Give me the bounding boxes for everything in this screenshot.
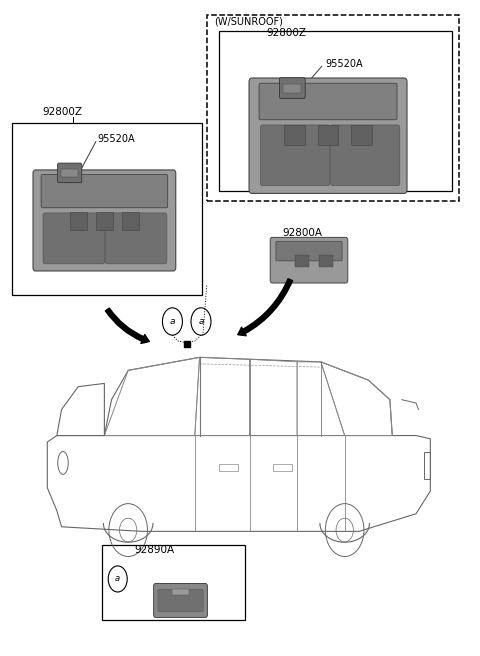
- Bar: [122, 212, 139, 230]
- Bar: [424, 452, 431, 480]
- FancyBboxPatch shape: [270, 237, 348, 283]
- Text: a: a: [115, 575, 120, 583]
- Bar: [273, 464, 292, 472]
- Bar: [102, 545, 245, 620]
- Bar: [218, 31, 452, 191]
- Bar: [96, 212, 113, 230]
- Text: 95520A: 95520A: [97, 134, 135, 144]
- FancyBboxPatch shape: [259, 83, 397, 120]
- Ellipse shape: [36, 199, 173, 255]
- FancyBboxPatch shape: [58, 163, 82, 182]
- Text: 92890A: 92890A: [134, 545, 175, 555]
- FancyArrowPatch shape: [238, 279, 292, 336]
- Bar: [172, 588, 189, 595]
- Bar: [218, 464, 238, 472]
- Ellipse shape: [272, 255, 346, 275]
- Bar: [61, 169, 78, 176]
- FancyBboxPatch shape: [105, 213, 167, 264]
- Text: 92800Z: 92800Z: [43, 108, 83, 117]
- Bar: [284, 125, 305, 146]
- Text: a: a: [198, 317, 204, 326]
- FancyBboxPatch shape: [158, 589, 203, 611]
- FancyBboxPatch shape: [41, 174, 168, 208]
- Bar: [12, 123, 202, 295]
- Bar: [319, 255, 333, 267]
- Ellipse shape: [252, 113, 404, 171]
- Bar: [70, 212, 87, 230]
- FancyBboxPatch shape: [249, 78, 407, 194]
- FancyBboxPatch shape: [33, 170, 176, 271]
- FancyBboxPatch shape: [154, 584, 207, 617]
- Bar: [351, 125, 372, 146]
- FancyBboxPatch shape: [331, 125, 400, 186]
- Bar: [295, 255, 309, 267]
- Text: 92800Z: 92800Z: [266, 28, 306, 38]
- Bar: [283, 83, 301, 92]
- Text: (W/SUNROOF): (W/SUNROOF): [214, 16, 283, 26]
- FancyArrowPatch shape: [105, 308, 149, 343]
- FancyBboxPatch shape: [43, 213, 105, 264]
- Text: 95520A: 95520A: [325, 59, 363, 69]
- FancyBboxPatch shape: [279, 77, 305, 98]
- Text: a: a: [170, 317, 175, 326]
- Text: 92800A: 92800A: [283, 228, 323, 238]
- FancyBboxPatch shape: [261, 125, 330, 186]
- FancyBboxPatch shape: [276, 241, 342, 261]
- Bar: [318, 125, 338, 146]
- Bar: [207, 15, 459, 201]
